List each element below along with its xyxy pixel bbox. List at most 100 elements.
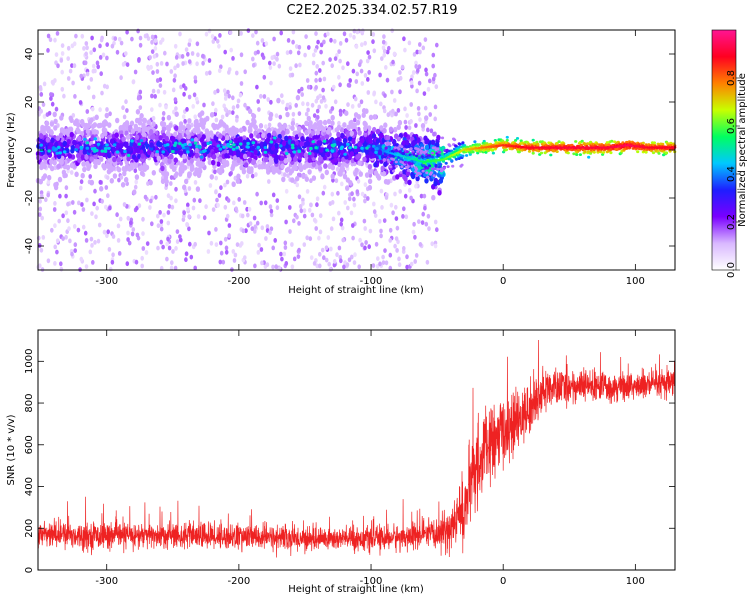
spectrogram-cell: [158, 210, 162, 215]
spectrogram-cell: [340, 182, 344, 187]
spectrogram-cell: [311, 124, 315, 130]
spectrogram-cell: [198, 145, 202, 148]
spectrogram-cell: [390, 90, 394, 95]
spectrogram-cell: [349, 33, 353, 38]
spectrogram-cell: [304, 121, 308, 127]
spectrogram-cell: [316, 115, 320, 120]
spectrogram-cell: [232, 201, 236, 206]
spectrogram-cell: [197, 214, 201, 219]
spectrogram-cell: [356, 120, 360, 126]
spectrogram-cell: [49, 96, 53, 101]
spectrogram-cell: [408, 41, 412, 46]
spectrogram-cell: [161, 150, 165, 153]
spectrogram-cell: [587, 156, 590, 159]
spectrogram-cell: [461, 155, 464, 158]
spectrogram-cell: [227, 233, 231, 238]
spectrogram-cell: [249, 221, 253, 226]
spectrogram-cell: [66, 202, 70, 207]
spectrogram-cell: [66, 56, 70, 61]
spectrogram-cell: [185, 129, 189, 135]
spectrogram-cell: [202, 103, 206, 108]
spectrogram-cell: [175, 111, 179, 117]
spectrogram-cell: [53, 223, 57, 228]
spectrogram-cell: [84, 60, 88, 65]
spectrogram-cell: [291, 121, 295, 127]
spectrogram-cell: [100, 91, 104, 96]
spectrogram-cell: [126, 261, 130, 266]
spectrogram-cell: [53, 125, 57, 131]
spectrogram-cell: [174, 125, 178, 131]
spectrogram-cell: [60, 159, 64, 165]
spectrogram-cell: [39, 207, 43, 212]
spectrogram-cell: [351, 139, 355, 145]
spectrogram-cell: [79, 74, 83, 79]
spectrogram-cell: [255, 85, 259, 90]
spectrogram-cell: [285, 152, 289, 155]
spectrogram-cell: [243, 154, 247, 160]
spectrogram-cell: [79, 100, 83, 105]
spectrogram-cell: [314, 226, 318, 231]
spectrogram-cell: [353, 260, 357, 265]
spectrogram-cell: [226, 143, 230, 146]
spectrogram-cell: [65, 210, 69, 215]
spectrogram-cell: [248, 109, 252, 115]
spectrogram-cell: [67, 76, 71, 81]
spectrogram-cell: [167, 115, 171, 121]
spectrogram-cell: [407, 169, 410, 172]
spectrogram-cell: [175, 55, 179, 60]
spectrogram-cell: [451, 165, 454, 168]
spectrogram-cell: [92, 202, 96, 207]
spectrogram-cell: [80, 119, 84, 125]
spectrogram-cell: [383, 49, 387, 54]
spectrogram-cell: [252, 63, 256, 68]
spectrogram-cell: [85, 161, 89, 167]
spectrogram-cell: [423, 91, 427, 96]
spectrogram-cell: [386, 135, 390, 141]
spectrogram-cell: [91, 107, 95, 112]
spectrogram-cell: [107, 122, 111, 128]
spectrogram-cell: [269, 65, 273, 70]
spectrogram-cell: [320, 174, 324, 180]
spectrogram-cell: [223, 88, 227, 93]
spectrogram-cell: [362, 112, 366, 118]
spectrogram-cell: [45, 121, 49, 127]
spectrogram-cell: [136, 29, 140, 34]
spectrogram-cell: [98, 44, 102, 49]
spectrogram-cell: [138, 117, 142, 123]
spectrogram-cell: [366, 50, 370, 55]
spectrogram-cell: [391, 210, 395, 215]
spectrogram-cell: [178, 142, 182, 145]
spectrogram-cell: [141, 123, 145, 129]
spectrogram-cell: [139, 105, 143, 110]
spectrogram-cell: [171, 136, 175, 142]
spectrogram-cell: [435, 84, 439, 89]
spectrogram-cell: [368, 139, 372, 145]
spectrogram-cell: [148, 55, 152, 60]
spectrogram-cell: [350, 191, 354, 196]
spectrogram-cell: [264, 236, 268, 241]
spectrogram-cell: [70, 132, 74, 138]
spectrogram-cell: [319, 147, 323, 153]
spectrogram-cell: [253, 150, 257, 156]
spectrogram-cell: [71, 81, 75, 86]
spectrogram-cell: [188, 143, 192, 146]
spectrogram-cell: [388, 143, 391, 146]
spectrogram-cell: [153, 94, 157, 99]
spectrogram-cell: [228, 172, 232, 177]
spectrogram-cell: [307, 85, 311, 90]
spectrogram-cell: [316, 130, 320, 136]
spectrogram-cell: [64, 194, 68, 199]
spectrogram-cell: [256, 50, 260, 55]
spectrogram-cell: [318, 68, 322, 73]
spectrogram-cell: [109, 267, 113, 272]
spectrogram-cell: [291, 264, 295, 269]
spectrogram-cell: [348, 78, 352, 83]
spectrogram-cell: [95, 115, 99, 121]
spectrogram-cell: [298, 111, 302, 116]
spectrogram-cell: [380, 205, 384, 210]
spectrogram-cell: [400, 145, 403, 148]
spectrogram-cell: [291, 40, 295, 45]
spectrogram-cell: [272, 193, 276, 198]
spectrogram-cell: [272, 167, 276, 173]
spectrogram-cell: [325, 245, 329, 250]
